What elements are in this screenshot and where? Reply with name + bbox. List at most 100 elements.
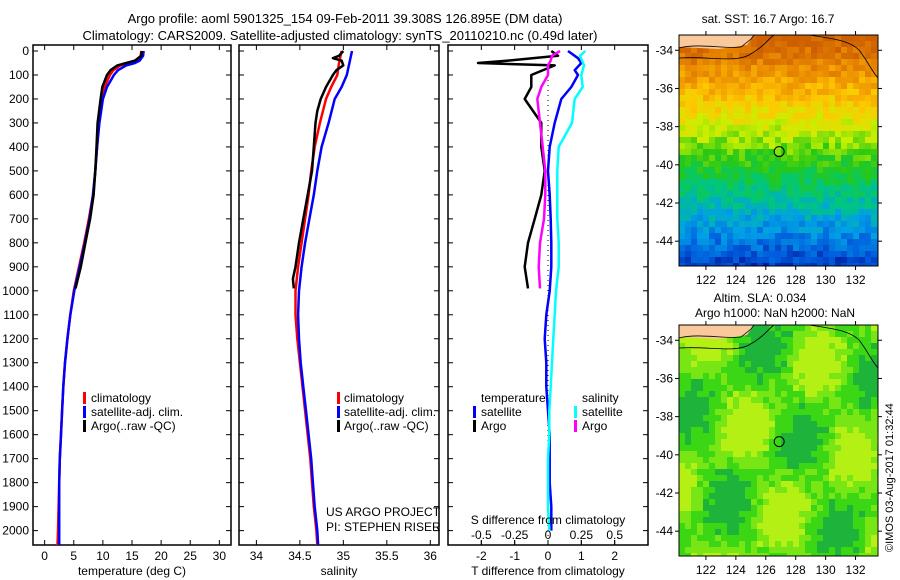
map-cell <box>679 541 685 547</box>
map-cell <box>775 113 781 119</box>
map-cell <box>847 227 853 233</box>
map-cell <box>709 523 715 529</box>
map-cell <box>727 89 733 95</box>
map-cell <box>733 511 739 517</box>
map-cell <box>715 245 721 251</box>
map-cell <box>835 203 841 209</box>
map-cell <box>763 529 769 535</box>
map-cell <box>691 89 697 95</box>
map-cell <box>781 481 787 487</box>
map-cell <box>853 367 859 373</box>
map-cell <box>763 409 769 415</box>
map-cell <box>829 427 835 433</box>
map-cell <box>871 349 877 355</box>
map-cell <box>691 101 697 107</box>
depth-tick-label: 1500 <box>2 404 29 418</box>
map-cell <box>715 397 721 403</box>
map-cell <box>775 161 781 167</box>
map-cell <box>835 95 841 101</box>
map-cell <box>745 475 751 481</box>
map-cell <box>733 161 739 167</box>
map-cell <box>793 487 799 493</box>
map-cell <box>715 403 721 409</box>
map-cell <box>745 233 751 239</box>
map-cell <box>769 197 775 203</box>
map-cell <box>841 47 847 53</box>
map-cell <box>763 325 769 331</box>
map-cell <box>841 107 847 113</box>
map-cell <box>751 337 757 343</box>
map-cell <box>829 83 835 89</box>
map-cell <box>745 95 751 101</box>
map-cell <box>817 499 823 505</box>
map-cell <box>697 367 703 373</box>
map-cell <box>799 457 805 463</box>
map-cell <box>691 355 697 361</box>
map-cell <box>721 161 727 167</box>
map-cell <box>739 397 745 403</box>
map-cell <box>793 349 799 355</box>
map-cell <box>835 263 841 266</box>
map-cell <box>775 523 781 529</box>
map-cell <box>733 155 739 161</box>
map-cell <box>739 361 745 367</box>
map-cell <box>859 89 865 95</box>
map-cell <box>745 391 751 397</box>
map-cell <box>853 215 859 221</box>
map-cell <box>835 197 841 203</box>
map-cell <box>829 209 835 215</box>
map-cell <box>805 35 811 41</box>
map-cell <box>853 167 859 173</box>
map-cell <box>721 457 727 463</box>
map-cell <box>871 191 877 197</box>
map-cell <box>793 511 799 517</box>
map-cell <box>823 373 829 379</box>
map-cell <box>763 523 769 529</box>
map-cell <box>727 251 733 257</box>
map-cell <box>841 361 847 367</box>
map-cell <box>763 481 769 487</box>
map-cell <box>769 451 775 457</box>
map-cell <box>679 355 685 361</box>
map-cell <box>829 361 835 367</box>
map-cell <box>787 391 793 397</box>
map-cell <box>763 535 769 541</box>
map-cell <box>835 325 841 331</box>
map-cell <box>811 373 817 379</box>
map-cell <box>709 209 715 215</box>
map-cell <box>715 409 721 415</box>
map-cell <box>805 505 811 511</box>
map-cell <box>811 361 817 367</box>
map-cell <box>871 101 877 107</box>
map-cell <box>859 101 865 107</box>
map-cell <box>769 77 775 83</box>
map-cell <box>715 553 721 556</box>
map-cell <box>685 523 691 529</box>
map-cell <box>679 415 685 421</box>
map-cell <box>691 227 697 233</box>
map-cell <box>751 433 757 439</box>
map-cell <box>751 373 757 379</box>
map-cell <box>835 475 841 481</box>
map-cell <box>841 427 847 433</box>
map-cell <box>775 101 781 107</box>
map-cell <box>793 355 799 361</box>
map-cell <box>757 167 763 173</box>
map-cell <box>757 233 763 239</box>
map-cell <box>685 173 691 179</box>
map-cell <box>781 95 787 101</box>
map-cell <box>805 433 811 439</box>
map-cell <box>787 481 793 487</box>
map-cell <box>715 59 721 65</box>
map-cell <box>799 167 805 173</box>
map-cell <box>841 511 847 517</box>
map-cell <box>871 173 877 179</box>
map-cell <box>691 161 697 167</box>
map-cell <box>793 463 799 469</box>
map-cell <box>703 197 709 203</box>
map-cell <box>775 331 781 337</box>
map-cell <box>697 179 703 185</box>
map-cell <box>721 89 727 95</box>
map-cell <box>685 385 691 391</box>
map-cell <box>823 95 829 101</box>
